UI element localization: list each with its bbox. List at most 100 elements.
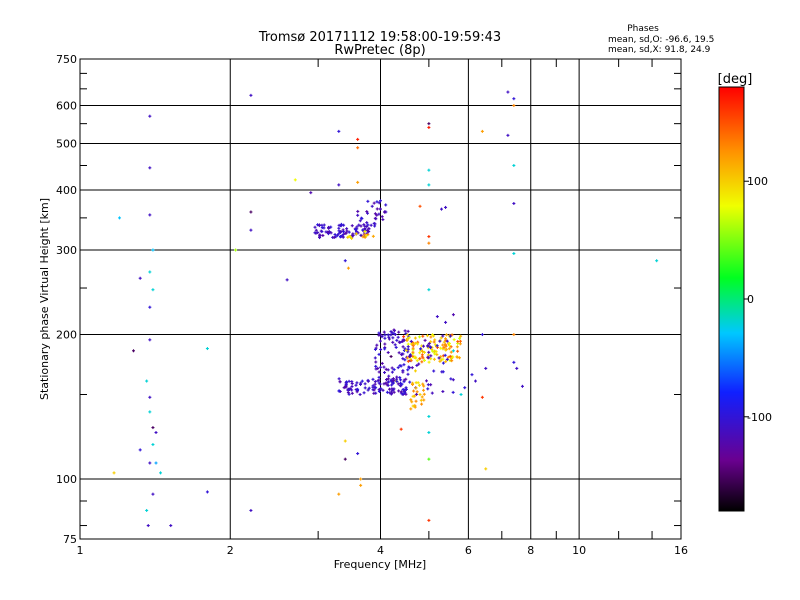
data-point xyxy=(463,386,467,390)
data-point xyxy=(452,338,456,342)
data-point xyxy=(145,379,149,383)
data-point xyxy=(319,229,323,233)
data-point xyxy=(373,347,377,351)
data-point xyxy=(420,395,424,399)
data-point xyxy=(414,386,418,390)
data-point xyxy=(444,344,448,348)
stats-heading: Phases xyxy=(627,24,659,34)
data-point xyxy=(433,338,437,342)
data-point xyxy=(367,386,371,390)
data-point xyxy=(334,235,338,239)
data-point xyxy=(148,213,152,217)
data-point xyxy=(406,359,410,363)
data-point xyxy=(377,378,381,382)
data-point xyxy=(390,370,394,374)
data-point xyxy=(427,431,431,435)
data-point xyxy=(420,402,424,406)
data-point xyxy=(347,230,351,234)
data-point xyxy=(412,389,416,393)
data-point xyxy=(409,359,413,363)
data-point xyxy=(148,270,152,274)
data-point xyxy=(366,199,370,203)
data-point xyxy=(358,393,362,397)
data-point xyxy=(343,259,347,263)
data-point xyxy=(386,377,390,381)
data-point xyxy=(441,361,445,365)
data-point xyxy=(427,241,431,245)
data-point xyxy=(411,346,415,350)
data-point xyxy=(449,350,453,354)
data-point xyxy=(451,349,455,353)
data-point xyxy=(435,353,439,357)
data-point xyxy=(380,334,384,338)
x-tick-label: 6 xyxy=(465,544,472,557)
data-point xyxy=(342,386,346,390)
data-point xyxy=(148,461,152,465)
data-point xyxy=(411,394,415,398)
data-point xyxy=(392,390,396,394)
data-point xyxy=(359,382,363,386)
data-point xyxy=(343,439,347,443)
data-point xyxy=(403,390,407,394)
data-point xyxy=(395,379,399,383)
data-point xyxy=(361,235,365,239)
data-point xyxy=(348,235,352,239)
data-point xyxy=(329,231,333,235)
data-point xyxy=(347,379,351,383)
data-point xyxy=(360,217,364,221)
data-point xyxy=(363,386,367,390)
data-point xyxy=(427,414,431,418)
data-point xyxy=(398,364,402,368)
data-point xyxy=(389,333,393,337)
data-point xyxy=(384,381,388,385)
data-point xyxy=(458,342,462,346)
data-point xyxy=(427,125,431,129)
data-point xyxy=(427,122,431,126)
data-point xyxy=(112,471,116,475)
data-point xyxy=(378,382,382,386)
data-point xyxy=(373,356,377,360)
data-point xyxy=(343,457,347,461)
data-point xyxy=(441,343,445,347)
data-point xyxy=(458,356,462,360)
data-point xyxy=(393,333,397,337)
data-point xyxy=(441,347,445,351)
data-point xyxy=(356,452,360,456)
data-point xyxy=(358,219,362,223)
data-point xyxy=(459,393,463,397)
y-tick-label: 300 xyxy=(56,244,77,257)
data-point xyxy=(377,375,381,379)
data-point xyxy=(387,335,391,339)
data-point xyxy=(408,354,412,358)
data-point xyxy=(402,378,406,382)
data-point xyxy=(384,203,388,207)
data-point xyxy=(399,378,403,382)
data-point xyxy=(381,218,385,222)
colorbar-label: [deg] xyxy=(718,72,753,87)
data-point xyxy=(441,390,445,394)
y-tick-label: 75 xyxy=(63,533,77,546)
data-point xyxy=(371,234,375,238)
data-point xyxy=(371,377,375,381)
data-point xyxy=(151,248,155,252)
data-point xyxy=(396,366,400,370)
data-point xyxy=(399,427,403,431)
data-point xyxy=(380,215,384,219)
y-tick-label: 750 xyxy=(56,53,77,66)
data-point xyxy=(448,341,452,345)
data-point xyxy=(359,477,363,481)
x-tick-label: 4 xyxy=(377,544,384,557)
data-point xyxy=(377,389,381,393)
data-point xyxy=(347,392,351,396)
data-point xyxy=(444,348,448,352)
data-point xyxy=(337,492,341,496)
data-point xyxy=(512,360,516,364)
data-point xyxy=(431,333,435,337)
data-point xyxy=(407,365,411,369)
data-point xyxy=(422,350,426,354)
data-point xyxy=(354,232,358,236)
data-point xyxy=(383,336,387,340)
data-point xyxy=(151,426,155,430)
data-point xyxy=(375,200,379,204)
data-point xyxy=(449,345,453,349)
